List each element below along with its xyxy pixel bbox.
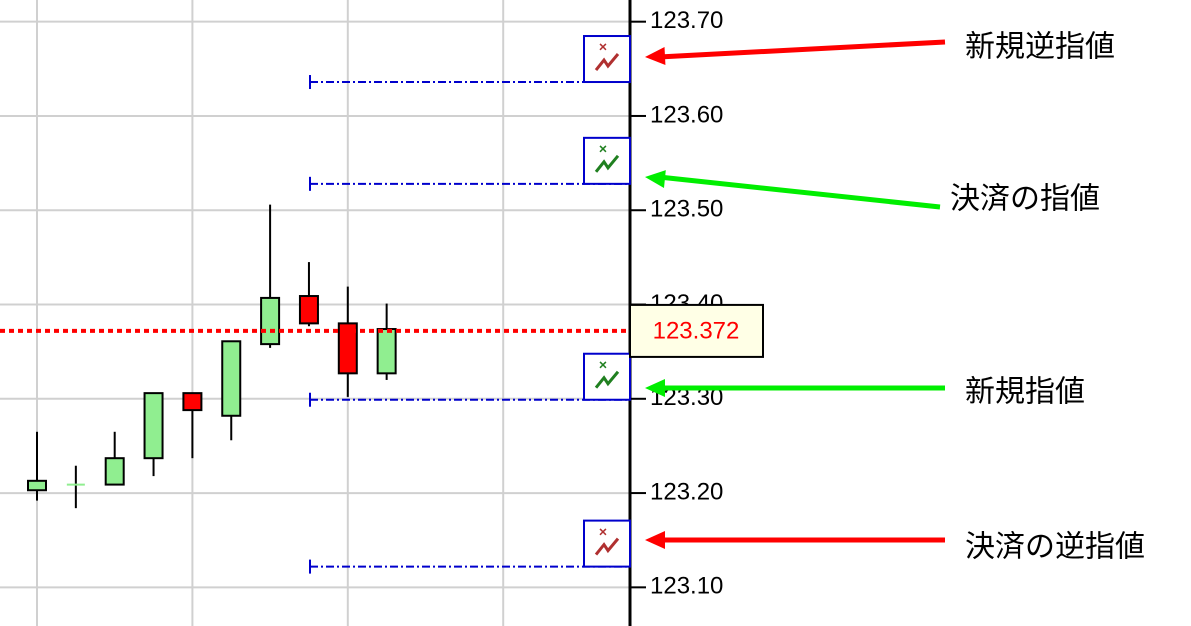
order-icon-box — [583, 352, 631, 401]
annotation-arrowhead — [645, 47, 666, 65]
annotation-arrow — [658, 39, 946, 60]
annotation-arrowhead — [645, 379, 665, 397]
y-tick-label: 123.70 — [650, 7, 723, 34]
candle-body — [221, 340, 242, 417]
candle-body — [104, 457, 125, 486]
current-price-box — [629, 303, 764, 358]
y-tick-label: 123.10 — [650, 573, 723, 600]
order-icon-box — [583, 136, 631, 185]
annotation-label: 新規指値 — [965, 375, 1085, 410]
candle-body — [182, 392, 203, 412]
order-icon-mark: × — [599, 141, 607, 157]
y-tick-label: 123.20 — [650, 478, 723, 505]
annotation-label: 新規逆指値 — [965, 30, 1115, 65]
order-icon-mark: × — [599, 523, 607, 539]
order-icon — [594, 53, 620, 71]
y-tick-label: 123.50 — [650, 196, 723, 223]
annotation-label: 決済の指値 — [950, 182, 1100, 217]
candle-body — [376, 328, 397, 375]
annotation-label: 決済の逆指値 — [965, 530, 1145, 565]
annotation-arrowhead — [645, 170, 666, 188]
candle-body — [143, 392, 164, 460]
order-icon-mark: × — [599, 39, 607, 55]
annotation-arrow — [658, 174, 941, 210]
order-icon — [594, 537, 620, 556]
current-price-label: 123.372 — [653, 317, 740, 344]
order-icon-box — [583, 35, 631, 84]
order-icon-mark: × — [599, 356, 607, 372]
y-tick-label: 123.60 — [650, 101, 723, 128]
candle-body — [260, 296, 281, 346]
annotation-arrowhead — [645, 531, 665, 549]
candle-body — [27, 479, 47, 492]
order-icon — [594, 154, 620, 173]
order-icon-box — [583, 519, 631, 568]
order-icon — [594, 370, 620, 389]
candle-body — [298, 295, 319, 325]
candle-body — [337, 322, 358, 375]
